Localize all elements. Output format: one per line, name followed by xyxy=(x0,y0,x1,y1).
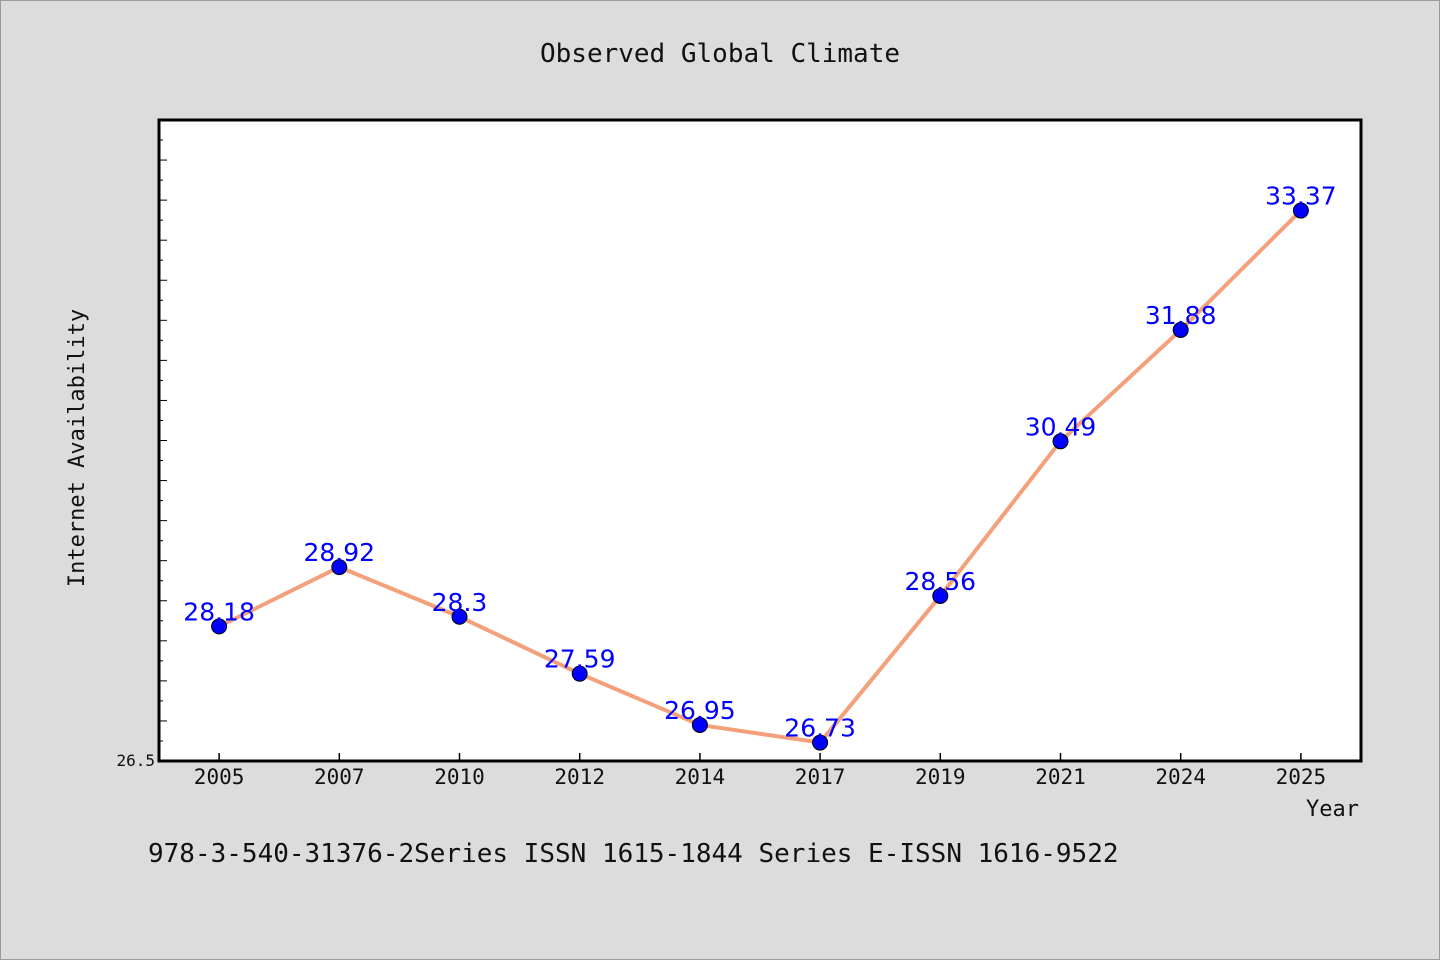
y-tick-label: 26.5 xyxy=(116,751,155,770)
data-point xyxy=(571,665,588,682)
chart-title: Observed Global Climate xyxy=(540,39,900,69)
data-point xyxy=(812,734,829,751)
data-point xyxy=(211,618,228,635)
data-point xyxy=(1292,202,1309,219)
plot-area xyxy=(157,118,1363,763)
x-tick-label: 2005 xyxy=(194,765,245,789)
data-label: 26.95 xyxy=(664,696,736,725)
data-point xyxy=(451,608,468,625)
x-tick-label: 2017 xyxy=(795,765,846,789)
x-tick-label: 2019 xyxy=(915,765,966,789)
data-point xyxy=(1052,433,1069,450)
data-label: 31.88 xyxy=(1145,301,1217,330)
data-point xyxy=(331,559,348,576)
data-label: 28.56 xyxy=(905,567,977,596)
x-tick-label: 2007 xyxy=(314,765,365,789)
x-tick-label: 2010 xyxy=(434,765,485,789)
x-tick-label: 2024 xyxy=(1155,765,1206,789)
series-line xyxy=(218,209,1303,745)
x-tick-label: 2014 xyxy=(675,765,726,789)
data-labels-layer: 28.18 28.92 28.3 27.59 26.95 26.73 28.56 30.49 3… xyxy=(183,182,1336,743)
data-point xyxy=(1172,321,1189,338)
x-tick-label: 2021 xyxy=(1035,765,1086,789)
data-point xyxy=(932,587,949,604)
data-label: 28.92 xyxy=(304,538,376,567)
footer-isbn-text: 978-3-540-31376-2Series ISSN 1615-1844 S… xyxy=(148,839,1119,869)
x-axis-ticks: 2005 2007 2010 2012 2014 2017 2019 2021 2024 2025 xyxy=(194,753,1326,789)
x-axis-label: Year xyxy=(1306,797,1359,822)
y-axis-ticks: 26.5 xyxy=(116,139,167,770)
data-point xyxy=(691,716,708,733)
data-label: 27.59 xyxy=(544,645,616,674)
data-label: 28.18 xyxy=(183,597,255,626)
data-label: 30.49 xyxy=(1025,412,1097,441)
data-label: 33.37 xyxy=(1265,182,1337,211)
data-label: 28.3 xyxy=(432,588,488,617)
series-layer xyxy=(211,202,1309,751)
x-tick-label: 2012 xyxy=(554,765,605,789)
x-tick-label: 2025 xyxy=(1276,765,1327,789)
data-label: 26.73 xyxy=(784,714,856,743)
y-axis-label: Internet Availability xyxy=(65,309,90,587)
